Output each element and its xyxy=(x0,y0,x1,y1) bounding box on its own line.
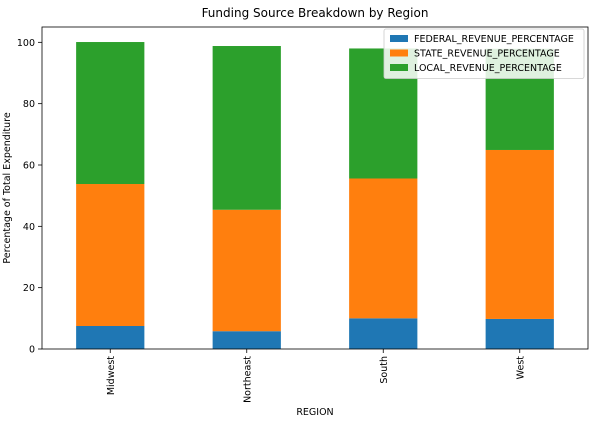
y-tick-label: 0 xyxy=(29,345,35,356)
bar-northeast-local xyxy=(212,46,281,210)
legend-swatch xyxy=(390,49,408,57)
bar-south-state xyxy=(349,178,418,319)
plot-frame xyxy=(41,26,589,350)
legend-swatch xyxy=(390,35,408,42)
bar-northeast-state xyxy=(212,209,281,332)
x-tick-label: South xyxy=(379,356,390,384)
chart-title: Funding Source Breakdown by Region xyxy=(202,6,429,20)
legend-box xyxy=(383,28,585,79)
x-tick-label: Midwest xyxy=(106,356,117,395)
x-axis: Midwest Northeast South West xyxy=(106,349,526,403)
y-tick-label: 20 xyxy=(23,283,35,294)
legend-label: LOCAL_REVENUE_PERCENTAGE xyxy=(414,63,562,74)
y-axis: 0 20 40 60 80 100 xyxy=(17,38,42,356)
y-axis-label: Percentage of Total Expenditure xyxy=(2,112,13,263)
bar-west-state xyxy=(485,149,554,319)
x-tick-label: West xyxy=(515,356,526,380)
legend-swatch xyxy=(390,64,408,71)
bar-midwest-federal xyxy=(76,326,145,349)
x-tick-label: Northeast xyxy=(242,356,253,403)
y-tick-label: 40 xyxy=(23,222,35,233)
y-tick-label: 100 xyxy=(17,38,35,49)
bar-midwest-local xyxy=(76,42,145,185)
x-axis-label: REGION xyxy=(296,407,333,418)
legend-label: STATE_REVENUE_PERCENTAGE xyxy=(414,49,560,60)
y-tick-label: 60 xyxy=(23,161,35,172)
bar-northeast-federal xyxy=(212,331,281,349)
bar-midwest-state xyxy=(76,184,145,326)
legend: FEDERAL_REVENUE_PERCENTAGE STATE_REVENUE_… xyxy=(383,28,585,79)
bars xyxy=(76,42,554,349)
y-tick-label: 80 xyxy=(23,99,35,110)
bar-west-federal xyxy=(485,318,554,349)
bar-south-federal xyxy=(349,318,418,349)
legend-label: FEDERAL_REVENUE_PERCENTAGE xyxy=(414,34,574,45)
